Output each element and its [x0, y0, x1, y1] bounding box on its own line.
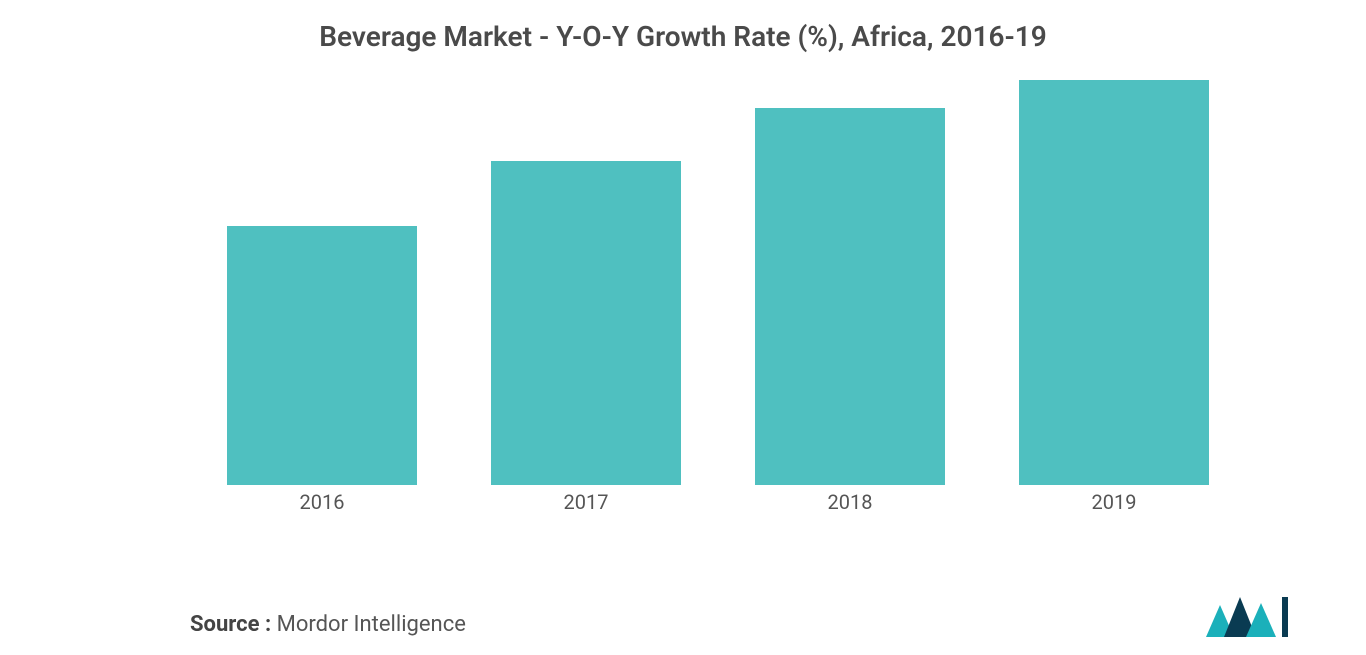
bar-2017: [491, 161, 681, 485]
chart-title: Beverage Market - Y-O-Y Growth Rate (%),…: [0, 0, 1366, 53]
source-attribution: Source : Mordor Intelligence: [190, 612, 466, 637]
source-label: Source :: [190, 612, 271, 637]
x-axis-labels: 2016 2017 2018 2019: [190, 490, 1246, 514]
bar-slot: [982, 80, 1246, 485]
mordor-intelligence-logo-icon: [1206, 593, 1296, 643]
x-label: 2018: [718, 490, 982, 514]
x-label: 2016: [190, 490, 454, 514]
x-label: 2019: [982, 490, 1246, 514]
bar-2019: [1019, 80, 1209, 485]
bar-slot: [718, 80, 982, 485]
bar-slot: [190, 80, 454, 485]
x-label: 2017: [454, 490, 718, 514]
bar-2018: [755, 108, 945, 485]
bar-slot: [454, 80, 718, 485]
bar-2016: [227, 226, 417, 485]
source-value: Mordor Intelligence: [277, 612, 466, 637]
chart-plot-area: [190, 80, 1246, 485]
